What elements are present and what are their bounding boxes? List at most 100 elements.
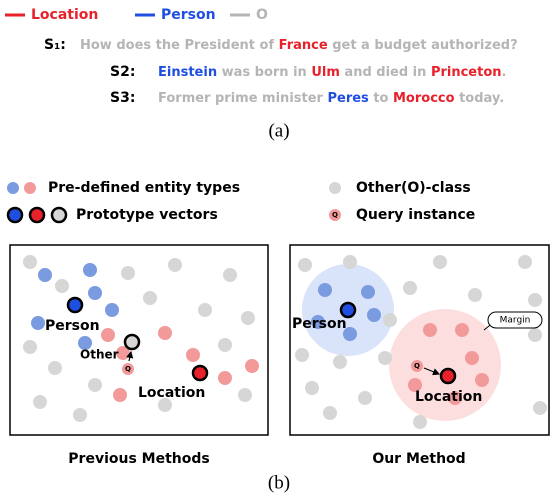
- segment: Einstein: [158, 65, 217, 80]
- key-proto: [50, 206, 68, 224]
- dot: [23, 340, 37, 354]
- segment: Morocco: [393, 91, 455, 106]
- dot: [223, 268, 237, 282]
- segment: to: [369, 91, 393, 106]
- dot: [408, 378, 422, 392]
- dot: [358, 391, 372, 405]
- legend-label: Person: [161, 7, 216, 23]
- label: Location: [138, 385, 205, 401]
- sentence-label: S2:: [110, 64, 135, 80]
- panel-caption: Previous Methods: [68, 451, 209, 467]
- label: Other: [80, 348, 119, 362]
- key-dot: [7, 182, 19, 194]
- dot: [121, 266, 135, 280]
- dot: [158, 326, 172, 340]
- dot: [343, 255, 357, 269]
- dot: [31, 316, 45, 330]
- dot: [38, 268, 52, 282]
- dot: [343, 327, 357, 341]
- dot: [83, 263, 97, 277]
- legend: Location Person O: [5, 7, 268, 23]
- segment: France: [279, 38, 328, 53]
- dot: [323, 406, 337, 420]
- key-query: [329, 209, 341, 221]
- dot: [113, 388, 127, 402]
- key-label: Other(O)-class: [356, 180, 471, 196]
- proto: [339, 301, 357, 319]
- segment: Ulm: [311, 65, 340, 80]
- dot: [218, 371, 232, 385]
- dot: [448, 391, 462, 405]
- key-label: Pre-defined entity types: [48, 180, 240, 196]
- label: Person: [292, 316, 347, 332]
- segment: get a budget authorized?: [328, 38, 518, 53]
- segment: .: [502, 65, 507, 80]
- dot: [528, 328, 542, 342]
- dot: [198, 303, 212, 317]
- sentences: S₁: How does the President of France get …: [44, 37, 518, 106]
- dot: [298, 258, 312, 272]
- query-mark: Q: [414, 362, 420, 370]
- segment: Peres: [327, 91, 369, 106]
- dot: [518, 255, 532, 269]
- key-label: Prototype vectors: [76, 207, 218, 223]
- dot: [475, 373, 489, 387]
- dot: [105, 303, 119, 317]
- dot: [528, 293, 542, 307]
- key-label: Query instance: [356, 207, 475, 223]
- dot: [33, 395, 47, 409]
- segment: How does the President of: [80, 38, 279, 53]
- sentence-label: S3:: [110, 90, 135, 106]
- dot: [533, 401, 547, 415]
- dot: [245, 359, 259, 373]
- panel: [9, 244, 269, 436]
- panel: [289, 244, 550, 436]
- dot: [367, 308, 381, 322]
- dot: [433, 255, 447, 269]
- label: Person: [45, 318, 100, 334]
- dot: [333, 355, 347, 369]
- panel-caption: Our Method: [372, 451, 465, 467]
- dot: [311, 315, 325, 329]
- dot: [403, 281, 417, 295]
- dot: [88, 378, 102, 392]
- dot: [158, 398, 172, 412]
- query-mark: Q: [125, 365, 131, 373]
- arrow: [126, 350, 134, 362]
- dot: [88, 286, 102, 300]
- dot: [383, 313, 397, 327]
- segment: today.: [455, 91, 505, 106]
- segment: Princeton: [431, 65, 502, 80]
- dot: [101, 328, 115, 342]
- dot: [241, 311, 255, 325]
- key-proto: [28, 206, 46, 224]
- key-dot: [24, 182, 36, 194]
- dot: [295, 348, 309, 362]
- dot: [423, 323, 437, 337]
- dot: [73, 408, 87, 422]
- dot: [78, 336, 92, 350]
- query: [122, 363, 134, 375]
- proto: [191, 364, 209, 382]
- label: Location: [415, 389, 482, 405]
- sentence-label: S₁:: [44, 37, 66, 53]
- sentence: How does the President of France get a b…: [80, 38, 518, 53]
- caption-a: (a): [268, 120, 289, 141]
- dot: [413, 415, 427, 429]
- legend-label: Location: [31, 7, 98, 23]
- dot: [186, 348, 200, 362]
- dot: [468, 288, 482, 302]
- proto: [439, 367, 457, 385]
- dots: [23, 255, 547, 429]
- query: [411, 360, 423, 372]
- key-proto: [6, 206, 24, 224]
- dot: [238, 388, 252, 402]
- caption-b: (b): [268, 472, 290, 493]
- location-region: [389, 309, 501, 421]
- margin-label: Margin: [500, 316, 531, 326]
- arrow: [423, 367, 441, 376]
- key-dot: [329, 182, 341, 194]
- proto: [123, 333, 141, 351]
- dot: [218, 338, 232, 352]
